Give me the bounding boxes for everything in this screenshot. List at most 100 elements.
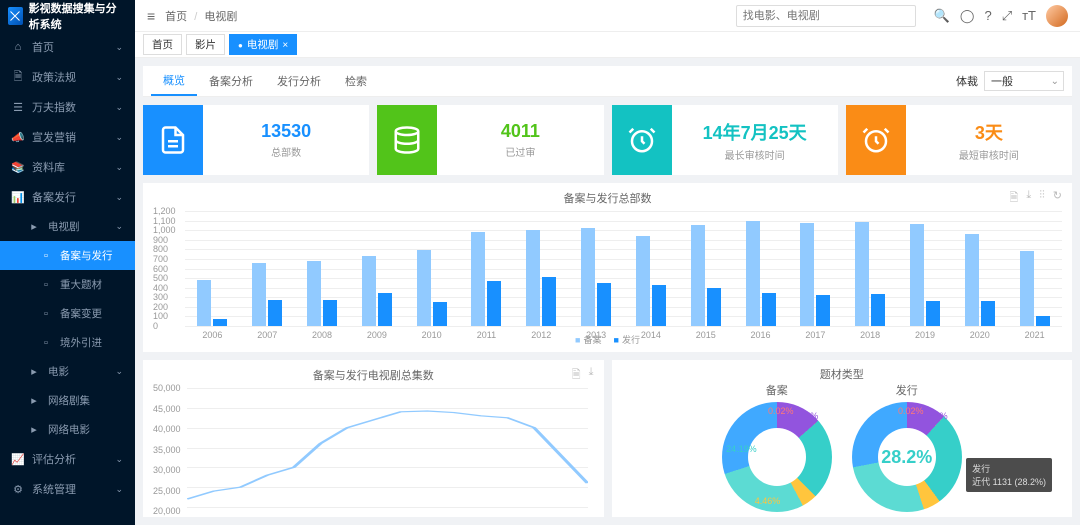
sidebar-item[interactable]: 🗎政策法规⌄ <box>0 62 135 92</box>
bar-chart-title: 备案与发行总部数 <box>564 190 652 206</box>
sidebar: 影视数据搜集与分析系统 ⌂首页⌄🗎政策法规⌄☰万夫指数⌄📣宣发营销⌄📚资料库⌄📊… <box>0 0 135 525</box>
chevron-down-icon: ⌄ <box>115 484 123 495</box>
line-chart: 20,00025,00030,00035,00040,00045,00050,0… <box>153 388 594 511</box>
menu-icon: 📈 <box>12 453 24 465</box>
pie-chart-panel: 题材类型 备案 13.47%0.02%24.19%4.46% 发行 11.67%… <box>612 360 1073 517</box>
font-size-icon[interactable]: ᴛT <box>1022 8 1036 23</box>
logo-icon <box>8 7 23 25</box>
download-icon[interactable]: ⤓ <box>589 366 594 385</box>
close-icon[interactable]: × <box>282 40 288 51</box>
donut-chart: 发行 11.67%0.02%28.2% <box>852 382 962 512</box>
menu-icon: ▸ <box>28 395 40 407</box>
line-chart-panel: 备案与发行电视剧总集数 🗎 ⤓ 20,00025,00030,00035,000… <box>143 360 604 517</box>
menu-icon: ▸ <box>28 221 40 233</box>
stat-cards: 13530 总部数 4011 已过审 14年7月25天 最长审核时间 3天 最短… <box>143 105 1072 175</box>
sidebar-item[interactable]: ▸网络电影 <box>0 415 135 444</box>
page-tag[interactable]: 影片 <box>186 34 225 55</box>
app-title: 影视数据搜集与分析系统 <box>29 0 127 32</box>
stat-label: 已过审 <box>505 144 535 159</box>
sidebar-item[interactable]: 📣宣发营销⌄ <box>0 122 135 152</box>
sidebar-item[interactable]: 📚资料库⌄ <box>0 152 135 182</box>
crumb-home[interactable]: 首页 <box>165 11 187 23</box>
db-icon <box>377 105 437 175</box>
chevron-down-icon: ⌄ <box>115 454 123 465</box>
tag-bar: 首页影片电视剧× <box>135 32 1080 58</box>
file-icon <box>143 105 203 175</box>
logo[interactable]: 影视数据搜集与分析系统 <box>0 0 135 32</box>
chevron-down-icon: ⌄ <box>115 102 123 113</box>
sidebar-item[interactable]: ⚙系统管理⌄ <box>0 474 135 504</box>
menu-icon: ▸ <box>28 424 40 436</box>
chevron-down-icon: ⌄ <box>115 192 123 203</box>
stat-label: 最长审核时间 <box>725 147 785 162</box>
chevron-down-icon: ⌄ <box>115 162 123 173</box>
breadcrumb: 首页 / 电视剧 <box>165 8 237 24</box>
menu-toggle-icon[interactable]: ≡ <box>147 8 155 24</box>
stat-card: 13530 总部数 <box>143 105 369 175</box>
sidebar-item[interactable]: ▸电视剧⌄ <box>0 212 135 241</box>
sidebar-item[interactable]: ▫备案变更 <box>0 299 135 328</box>
page-tag[interactable]: 首页 <box>143 34 182 55</box>
tab[interactable]: 概览 <box>151 66 197 96</box>
sidebar-menu: ⌂首页⌄🗎政策法规⌄☰万夫指数⌄📣宣发营销⌄📚资料库⌄📊备案发行⌄▸电视剧⌄▫备… <box>0 32 135 525</box>
menu-icon: 🗎 <box>12 71 24 83</box>
avatar[interactable] <box>1046 5 1068 27</box>
menu-icon: ⚙ <box>12 483 24 495</box>
data-view-icon[interactable]: 🗎 <box>1010 189 1019 208</box>
menu-icon: ▫ <box>40 250 52 262</box>
stat-value: 13530 <box>261 121 311 142</box>
sidebar-item[interactable]: ▸电影⌄ <box>0 357 135 386</box>
stat-value: 3天 <box>975 119 1003 145</box>
chart-tooltip: 发行近代 1131 (28.2%) <box>966 458 1052 492</box>
chart-toolbar: 🗎 ⤓ ⫶⫶ ↻ <box>1010 189 1062 208</box>
stat-card: 4011 已过审 <box>377 105 603 175</box>
tab[interactable]: 检索 <box>333 67 379 95</box>
topbar: ≡ 首页 / 电视剧 🔍 ◯ ? ⤢ ᴛT <box>135 0 1080 32</box>
chevron-down-icon: ⌄ <box>115 42 123 53</box>
sidebar-item[interactable]: 📊备案发行⌄ <box>0 182 135 212</box>
fullscreen-icon[interactable]: ⤢ <box>1002 8 1012 24</box>
line-chart-title: 备案与发行电视剧总集数 <box>313 367 434 383</box>
chart-switch-icon[interactable]: ⫶⫶ <box>1039 189 1045 208</box>
search-input[interactable] <box>736 5 916 27</box>
refresh-icon[interactable]: ↻ <box>1053 189 1062 208</box>
menu-icon: ▫ <box>40 308 52 320</box>
stat-card: 3天 最短审核时间 <box>846 105 1072 175</box>
filter-label: 体裁 <box>956 73 978 89</box>
menu-icon: 📚 <box>12 161 24 173</box>
download-icon[interactable]: ⤓ <box>1026 189 1031 208</box>
menu-icon: ☰ <box>12 101 24 113</box>
filter-select[interactable]: 一般 <box>984 71 1064 91</box>
crumb-current: 电视剧 <box>204 11 237 23</box>
chevron-down-icon: ⌄ <box>115 366 123 377</box>
sidebar-item[interactable]: ▫境外引进 <box>0 328 135 357</box>
stat-label: 最短审核时间 <box>959 147 1019 162</box>
chevron-down-icon: ⌄ <box>115 132 123 143</box>
pie-charts: 备案 13.47%0.02%24.19%4.46% 发行 11.67%0.02%… <box>622 382 1063 512</box>
bar-chart: 01002003004005006007008009001,0001,1001,… <box>153 211 1062 346</box>
menu-icon: ▫ <box>40 279 52 291</box>
sidebar-item[interactable]: ⌂首页⌄ <box>0 32 135 62</box>
sidebar-item[interactable]: ▫备案与发行 <box>0 241 135 270</box>
sidebar-item[interactable]: ☰万夫指数⌄ <box>0 92 135 122</box>
pie-chart-title: 题材类型 <box>820 366 864 382</box>
search-icon[interactable]: 🔍 <box>934 8 950 24</box>
menu-icon: ▸ <box>28 366 40 378</box>
sidebar-item[interactable]: ▫重大题材 <box>0 270 135 299</box>
help-icon[interactable]: ? <box>984 8 991 23</box>
sidebar-item[interactable]: ▸网络剧集 <box>0 386 135 415</box>
tab[interactable]: 发行分析 <box>265 67 333 95</box>
menu-icon: 📣 <box>12 131 24 143</box>
sidebar-item[interactable]: 📈评估分析⌄ <box>0 444 135 474</box>
stat-value: 14年7月25天 <box>703 119 807 145</box>
page-tag[interactable]: 电视剧× <box>229 34 297 55</box>
clock-icon <box>846 105 906 175</box>
tabs: 概览备案分析发行分析检索 体裁 一般 <box>143 66 1072 97</box>
tab[interactable]: 备案分析 <box>197 67 265 95</box>
chevron-down-icon: ⌄ <box>115 72 123 83</box>
data-view-icon[interactable]: 🗎 <box>572 366 581 385</box>
menu-icon: 📊 <box>12 191 24 203</box>
chevron-down-icon: ⌄ <box>115 221 123 232</box>
bar-chart-panel: 备案与发行总部数 🗎 ⤓ ⫶⫶ ↻ 0100200300400500600700… <box>143 183 1072 352</box>
github-icon[interactable]: ◯ <box>960 8 975 24</box>
